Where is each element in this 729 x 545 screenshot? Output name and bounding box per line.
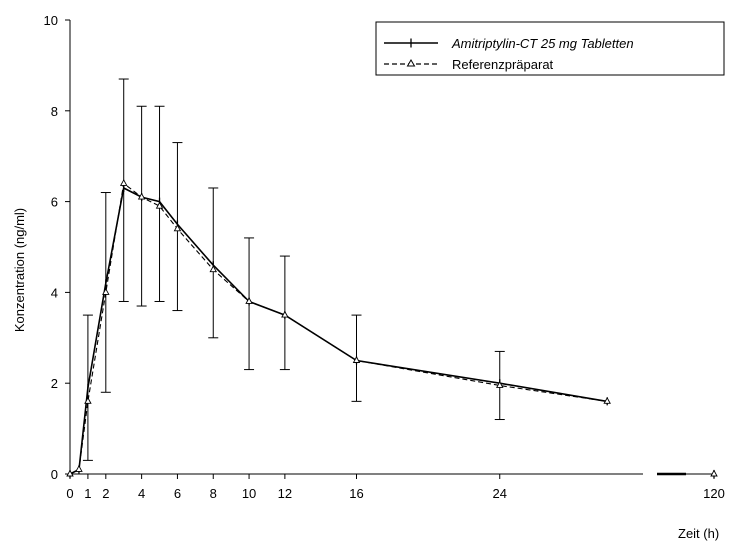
x-tick-label: 16 xyxy=(349,486,363,501)
x-tick-label: 2 xyxy=(102,486,109,501)
x-tick-label: 10 xyxy=(242,486,256,501)
data-point-series-2 xyxy=(352,356,361,363)
y-tick-label: 10 xyxy=(44,13,58,28)
data-point-series-2 xyxy=(173,224,182,232)
y-tick-label: 6 xyxy=(51,195,58,210)
data-point-series-2 xyxy=(102,287,110,295)
data-point-series-2 xyxy=(119,179,128,186)
y-tick-label: 8 xyxy=(51,104,58,119)
series-markers xyxy=(66,179,718,478)
data-point-series-2 xyxy=(245,297,253,304)
legend-box xyxy=(375,21,725,76)
data-point-series-2 xyxy=(75,465,83,472)
x-tick-label: 0 xyxy=(66,486,73,501)
data-point-series-2 xyxy=(155,201,164,209)
data-point-series-2 xyxy=(495,381,504,388)
series-line-2 xyxy=(69,182,608,475)
x-tick-label: 1 xyxy=(84,486,91,501)
data-point-series-2 xyxy=(209,265,218,273)
series-lines xyxy=(69,182,686,476)
x-tick-label: 8 xyxy=(210,486,217,501)
error-bars xyxy=(82,78,505,461)
y-tick-label: 2 xyxy=(51,376,58,391)
y-axis-title: Konzentration (ng/ml) xyxy=(12,208,27,332)
x-tick-label: 24 xyxy=(493,486,507,501)
y-tick-label: 4 xyxy=(51,285,58,300)
data-point-series-2 xyxy=(66,469,74,477)
axes xyxy=(65,19,715,479)
x-tick-label: 4 xyxy=(138,486,145,501)
x-tick-label: 12 xyxy=(278,486,292,501)
data-point-series-2 xyxy=(281,310,289,318)
x-tick-label: 6 xyxy=(174,486,181,501)
data-point-series-2 xyxy=(137,192,146,200)
data-point-series-2 xyxy=(710,469,718,477)
legend-label-series-1: Amitriptylin-CT 25 mg Tabletten xyxy=(451,36,634,51)
legend-label-series-2: Referenzpräparat xyxy=(452,57,554,72)
legend: Amitriptylin-CT 25 mg Tabletten Referenz… xyxy=(375,21,725,76)
data-point-series-2 xyxy=(603,396,611,404)
series-line-1 xyxy=(69,186,608,475)
data-point-series-2 xyxy=(84,396,92,404)
x-axis-title: Zeit (h) xyxy=(678,526,719,541)
legend-marker-series-2 xyxy=(406,59,416,67)
x-tick-label: 120 xyxy=(703,486,725,501)
y-tick-label: 0 xyxy=(51,467,58,482)
